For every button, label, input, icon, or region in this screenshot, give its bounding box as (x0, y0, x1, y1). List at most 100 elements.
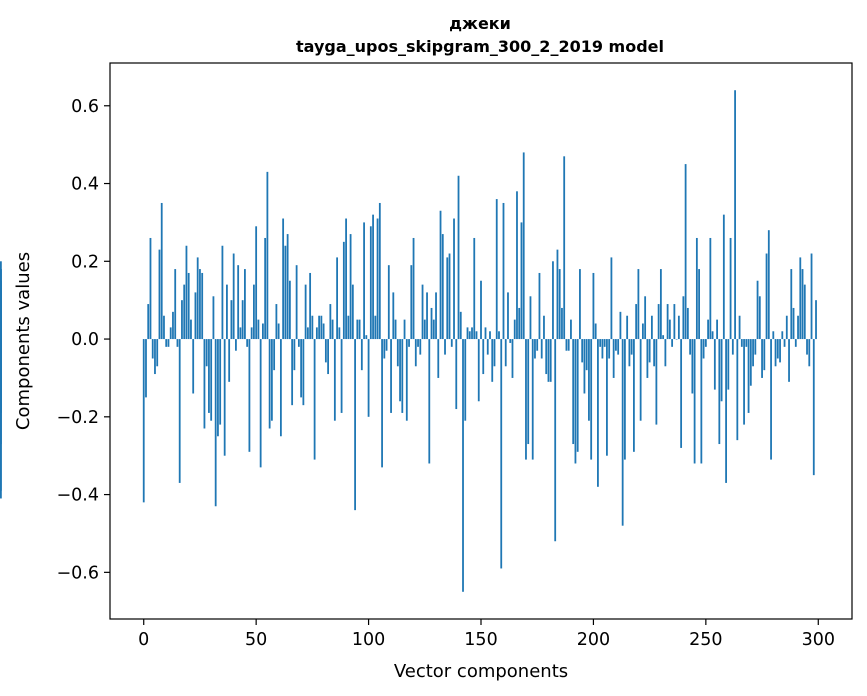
bar-29 (208, 339, 210, 413)
y-axis-label: Components values (13, 252, 34, 430)
bar-118 (408, 339, 410, 347)
bar-184 (556, 249, 559, 340)
bar-154 (489, 331, 491, 340)
bar-126 (426, 292, 428, 340)
bar-153 (486, 339, 489, 355)
bar-293 (801, 269, 804, 340)
bar-265 (738, 315, 741, 340)
bar-217 (630, 339, 633, 355)
bar-251 (707, 319, 709, 340)
bar-78 (318, 315, 321, 340)
bar-121 (414, 339, 417, 367)
bar-199 (590, 339, 593, 460)
bar-103 (374, 315, 377, 340)
bar-239 (680, 339, 683, 448)
bar-53 (262, 323, 264, 340)
bar-20 (187, 272, 190, 340)
bar-122 (417, 339, 419, 347)
bar-156 (493, 339, 496, 367)
bar-90 (345, 218, 347, 340)
bar-97 (360, 339, 363, 371)
bar-257 (720, 339, 723, 402)
bar-237 (675, 339, 678, 340)
bar-67 (293, 339, 296, 371)
bar-174 (534, 339, 536, 359)
bar-38 (228, 339, 231, 382)
x-tick-label-150: 150 (464, 630, 497, 650)
bar-0 (142, 339, 145, 503)
bar-98 (363, 222, 365, 340)
bar-178 (543, 315, 545, 340)
bar-117 (405, 339, 408, 421)
y-tick-label-6: 0.6 (71, 97, 99, 117)
bar-326 (0, 288, 2, 340)
bar-198 (588, 339, 590, 421)
bar-33 (217, 339, 219, 437)
bar-149 (477, 339, 480, 402)
bar-252 (709, 237, 712, 340)
bar-85 (333, 339, 336, 421)
bar-258 (722, 214, 725, 340)
bar-2 (147, 304, 150, 340)
bar-179 (545, 339, 548, 375)
bar-289 (792, 307, 795, 340)
bar-176 (538, 272, 541, 340)
bar-81 (324, 339, 327, 363)
chart-subtitle: tayga_upos_skipgram_300_2_2019 model (296, 37, 664, 56)
bar-39 (230, 300, 233, 340)
bar-134 (444, 339, 446, 355)
bar-14 (174, 269, 177, 340)
bar-165 (513, 319, 516, 340)
bar-124 (421, 284, 424, 340)
bar-194 (579, 269, 581, 340)
bar-12 (169, 327, 172, 340)
bar-152 (484, 327, 487, 340)
bar-277 (765, 253, 768, 340)
x-axis: 0 50 100 150 200 250 300 (138, 619, 835, 650)
bar-248 (700, 339, 703, 464)
bar-197 (585, 339, 588, 371)
bar-209 (612, 339, 615, 378)
bar-210 (615, 339, 617, 351)
bar-31 (212, 296, 215, 340)
bar-275 (761, 339, 763, 378)
bar-223 (644, 296, 647, 340)
bar-72 (304, 284, 307, 340)
bar-187 (563, 156, 566, 340)
bar-204 (601, 339, 604, 359)
bar-68 (295, 265, 298, 340)
bar-128 (430, 307, 433, 340)
bar-243 (689, 339, 692, 355)
bar-236 (673, 304, 676, 340)
bar-138 (453, 218, 455, 340)
bar-1 (145, 339, 147, 398)
bar-25 (199, 269, 201, 340)
bar-262 (731, 339, 734, 355)
bar-9 (163, 315, 165, 340)
bar-183 (554, 339, 557, 542)
bar-84 (331, 319, 334, 340)
bar-296 (808, 339, 811, 367)
bar-47 (248, 339, 251, 452)
bar-114 (399, 339, 401, 402)
x-tick-label-250: 250 (689, 630, 722, 650)
bar-49 (253, 284, 255, 340)
bar-146 (471, 327, 473, 340)
bar-107 (383, 339, 386, 359)
bar-105 (378, 202, 381, 340)
bar-167 (518, 307, 521, 340)
bar-259 (725, 339, 727, 483)
bar-170 (525, 339, 527, 460)
y-tick-label-2: −0.2 (57, 408, 100, 428)
bar-185 (558, 269, 561, 340)
bar-285 (783, 339, 786, 347)
bar-232 (664, 339, 667, 367)
bar-216 (628, 339, 631, 367)
bar-203 (599, 339, 602, 347)
bar-94 (354, 339, 356, 511)
bar-211 (617, 339, 620, 355)
bar-127 (428, 339, 431, 464)
bar-241 (684, 164, 687, 340)
bar-180 (547, 339, 550, 382)
bar-141 (459, 311, 462, 340)
